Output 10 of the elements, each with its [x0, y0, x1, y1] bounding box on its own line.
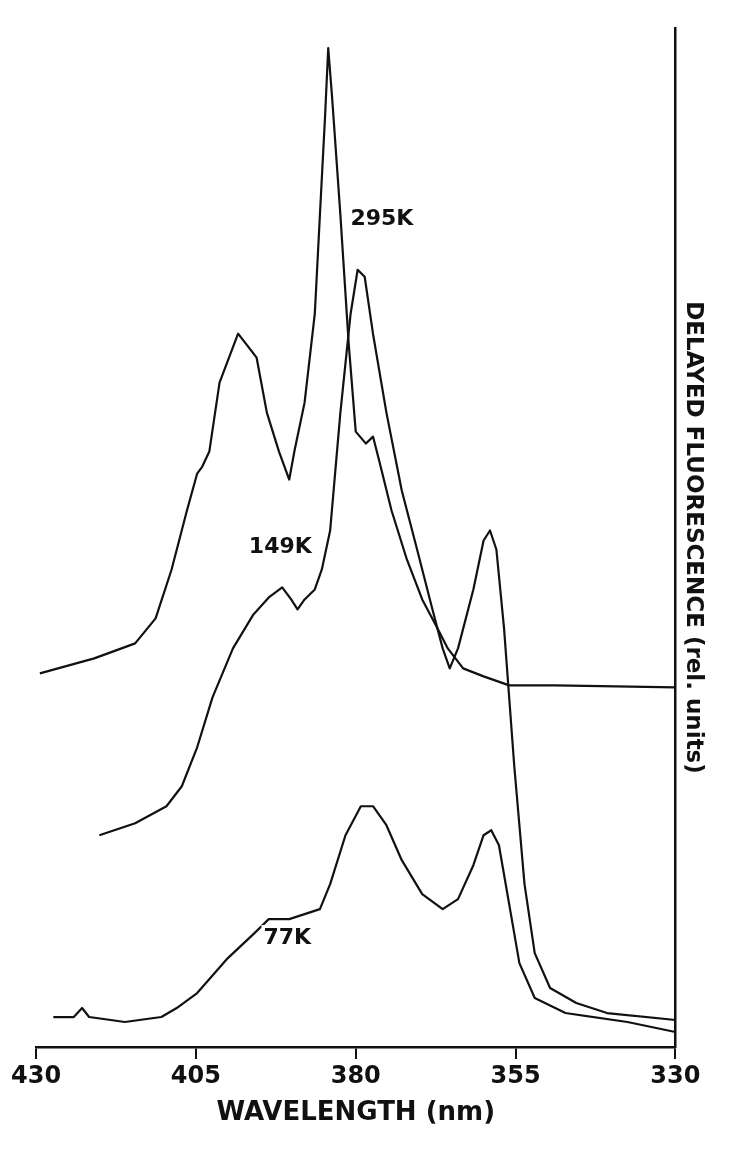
x-tick-label: 405 — [170, 1060, 221, 1089]
series-label: 149K — [248, 533, 313, 559]
x-tick-label: 355 — [490, 1060, 541, 1089]
series-label: 295K — [350, 204, 415, 230]
series-label: 77K — [263, 923, 313, 949]
x-axis-title: WAVELENGTH (nm) — [216, 1096, 496, 1127]
x-tick-label: 380 — [330, 1060, 381, 1089]
x-tick-label: 430 — [10, 1060, 62, 1089]
x-tick-label: 330 — [650, 1060, 701, 1089]
y-axis-title: DELAYED FLUORESCENCE (rel. units) — [682, 301, 709, 774]
